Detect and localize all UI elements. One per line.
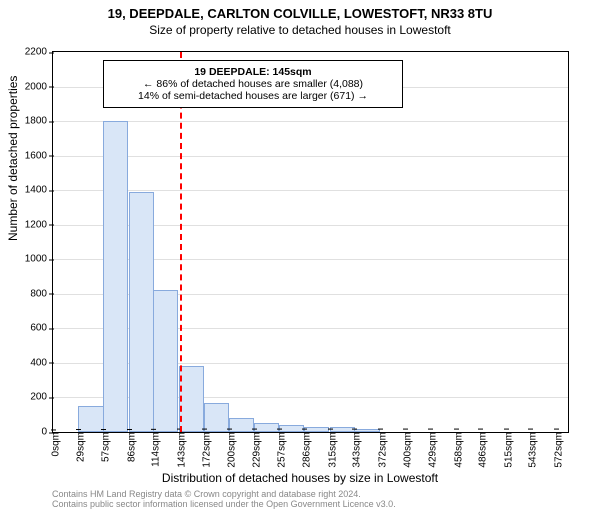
histogram-bar (103, 121, 128, 432)
y-axis-label: Number of detached properties (6, 76, 20, 241)
page-title-line2: Size of property relative to detached ho… (0, 23, 600, 37)
x-tick: 343sqm (346, 432, 363, 468)
x-tick: 229sqm (246, 432, 263, 468)
x-tick: 458sqm (447, 432, 464, 468)
x-tick: 143sqm (170, 432, 187, 468)
y-tick: 400 (30, 357, 53, 368)
callout-line2: ← 86% of detached houses are smaller (4,… (114, 78, 392, 90)
y-tick: 2200 (25, 47, 53, 58)
x-tick: 515sqm (497, 432, 514, 468)
x-tick: 86sqm (120, 432, 137, 462)
x-tick: 172sqm (196, 432, 213, 468)
y-tick: 1000 (25, 254, 53, 265)
x-tick: 286sqm (296, 432, 313, 468)
x-tick: 486sqm (472, 432, 489, 468)
gridline (53, 156, 568, 157)
histogram-bar (129, 192, 154, 432)
y-tick: 1600 (25, 150, 53, 161)
x-tick: 57sqm (95, 432, 112, 462)
x-axis-label: Distribution of detached houses by size … (0, 471, 600, 485)
histogram-bar (153, 290, 178, 432)
histogram-bar (254, 423, 279, 432)
x-tick: 257sqm (270, 432, 287, 468)
x-tick: 372sqm (371, 432, 388, 468)
callout-box: 19 DEEPDALE: 145sqm ← 86% of detached ho… (103, 60, 403, 108)
histogram-bar (179, 366, 204, 432)
y-tick: 2000 (25, 81, 53, 92)
y-tick: 1400 (25, 185, 53, 196)
x-tick: 29sqm (70, 432, 87, 462)
y-tick: 800 (30, 288, 53, 299)
histogram-chart: 0200400600800100012001400160018002000220… (52, 51, 569, 433)
x-tick: 0sqm (45, 432, 62, 456)
histogram-bar (279, 425, 304, 432)
y-tick: 200 (30, 392, 53, 403)
y-tick: 600 (30, 323, 53, 334)
callout-line1: 19 DEEPDALE: 145sqm (114, 66, 392, 78)
x-tick: 315sqm (321, 432, 338, 468)
gridline (53, 121, 568, 122)
histogram-bar (204, 403, 229, 432)
x-tick: 400sqm (396, 432, 413, 468)
page-title-line1: 19, DEEPDALE, CARLTON COLVILLE, LOWESTOF… (0, 6, 600, 21)
y-tick: 1800 (25, 116, 53, 127)
x-tick: 200sqm (220, 432, 237, 468)
x-tick: 572sqm (547, 432, 564, 468)
x-tick: 114sqm (145, 432, 162, 467)
callout-line3: 14% of semi-detached houses are larger (… (114, 90, 392, 102)
histogram-bar (229, 418, 254, 432)
reference-line (180, 52, 182, 432)
x-tick: 429sqm (422, 432, 439, 468)
footer-line2: Contains public sector information licen… (52, 500, 396, 510)
plot-area: 0200400600800100012001400160018002000220… (53, 52, 568, 432)
x-tick: 543sqm (522, 432, 539, 468)
y-tick: 1200 (25, 219, 53, 230)
